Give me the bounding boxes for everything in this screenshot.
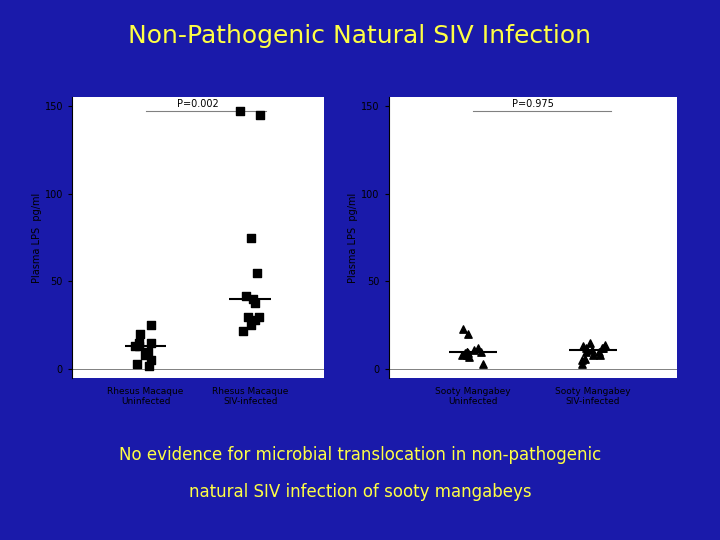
Point (145, 339, 157, 347)
Point (576, 360, 588, 368)
Point (586, 346, 598, 354)
Text: Non-Pathogenic Natural SIV Infection: Non-Pathogenic Natural SIV Infection (128, 24, 592, 48)
Point (133, 339, 145, 347)
Point (577, 342, 589, 351)
Point (246, 321, 257, 329)
Point (249, 316, 261, 325)
Y-axis label: Plasma LPS  pg/ml: Plasma LPS pg/ml (32, 192, 42, 283)
Point (599, 340, 611, 349)
Point (143, 361, 155, 370)
Point (253, 312, 265, 321)
Point (462, 347, 473, 356)
Point (584, 339, 595, 347)
Point (468, 346, 480, 354)
Text: P=0.002: P=0.002 (177, 99, 219, 110)
Point (145, 356, 156, 365)
Text: P=0.975: P=0.975 (512, 99, 554, 110)
Point (240, 291, 252, 300)
Point (477, 360, 489, 368)
Point (145, 321, 157, 329)
Text: natural SIV infection of sooty mangabeys: natural SIV infection of sooty mangabeys (189, 483, 531, 501)
Point (576, 356, 588, 365)
Point (140, 351, 151, 360)
Point (580, 347, 592, 356)
Point (237, 326, 248, 335)
Point (247, 295, 258, 303)
Point (132, 342, 144, 351)
Point (242, 312, 253, 321)
Point (458, 325, 469, 333)
Point (245, 233, 256, 242)
Point (131, 360, 143, 368)
Point (593, 347, 605, 356)
Point (249, 298, 261, 307)
Point (588, 351, 599, 360)
Point (456, 351, 468, 360)
Point (461, 351, 472, 360)
Point (234, 107, 246, 116)
Point (134, 330, 145, 339)
Point (254, 111, 266, 119)
Point (580, 344, 591, 353)
Point (251, 268, 263, 277)
Point (475, 347, 487, 356)
Point (596, 344, 608, 353)
Point (462, 347, 473, 356)
Y-axis label: Plasma LPS  pg/ml: Plasma LPS pg/ml (348, 192, 359, 283)
Point (143, 347, 154, 356)
Point (462, 349, 474, 358)
Point (459, 349, 471, 358)
Point (130, 342, 141, 351)
Point (579, 354, 590, 363)
Point (462, 330, 474, 339)
Point (472, 344, 484, 353)
Point (595, 351, 606, 360)
Point (598, 344, 609, 353)
Point (464, 353, 475, 361)
Text: No evidence for microbial translocation in non-pathogenic: No evidence for microbial translocation … (119, 446, 601, 463)
